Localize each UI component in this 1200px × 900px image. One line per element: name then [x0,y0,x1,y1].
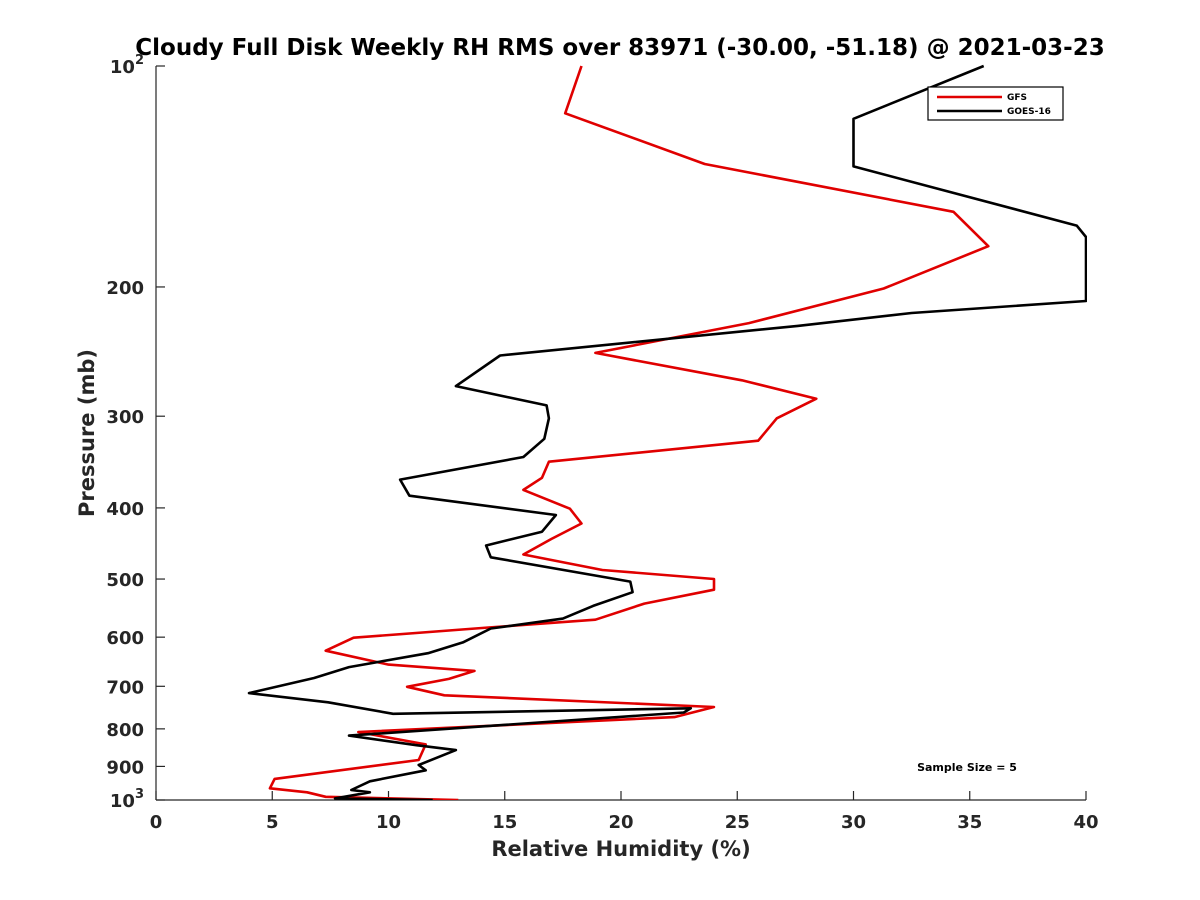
legend-label-goes16: GOES-16 [1007,107,1051,117]
chart-title: Cloudy Full Disk Weekly RH RMS over 8397… [135,35,1104,61]
sample-size-annotation: Sample Size = 5 [917,761,1017,774]
y-axis-label: Pressure (mb) [75,349,99,517]
legend-box [927,86,1064,121]
y-ticks: 102 200 300 400 500 600 700 800 900 103 [106,53,165,812]
y-tick-label: 900 [106,757,144,778]
x-tick-label: 30 [841,812,866,833]
y-tick-label: 102 [110,53,144,78]
y-tick-label: 400 [106,499,144,520]
x-tick-label: 0 [150,812,163,833]
plot-area: 0 5 10 15 20 25 30 35 40 102 200 300 400 500 600 700 80… [106,53,1098,833]
series-line-gfs [268,65,990,800]
y-tick-label: 800 [106,720,144,741]
series-layer [247,64,1087,800]
x-axis-label: Relative Humidity (%) [491,837,750,861]
y-tick-label: 500 [106,570,144,591]
legend-label-gfs: GFS [1007,93,1027,103]
x-ticks: 0 5 10 15 20 25 30 35 40 [150,791,1099,833]
y-tick-label: 700 [106,677,144,698]
x-tick-label: 20 [608,812,633,833]
legend: GFS GOES-16 [927,86,1064,121]
x-tick-label: 10 [376,812,401,833]
y-tick-label: 300 [106,407,144,428]
series-line-goes-16 [247,64,1087,800]
y-tick-label: 600 [106,628,144,649]
x-tick-label: 5 [266,812,279,833]
y-tick-label: 103 [110,787,144,812]
x-tick-label: 35 [957,812,982,833]
x-tick-label: 40 [1073,812,1098,833]
y-tick-label: 200 [106,278,144,299]
x-tick-label: 25 [725,812,750,833]
x-tick-label: 15 [492,812,517,833]
